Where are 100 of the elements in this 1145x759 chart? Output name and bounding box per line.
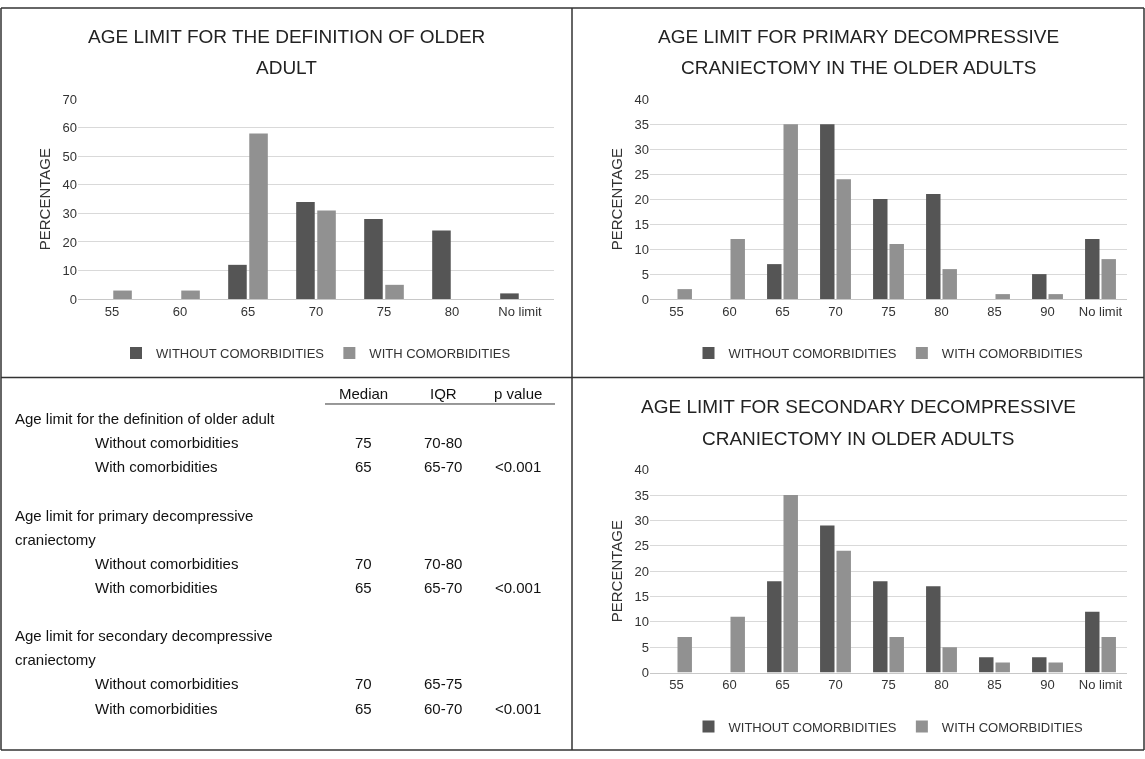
legend-label: WITHOUT COMORBIDITIES: [728, 346, 897, 362]
bar: [1085, 239, 1100, 300]
x-tick-label: 85: [987, 303, 1002, 319]
text: <0.001: [495, 458, 542, 475]
bar: [113, 290, 132, 300]
y-tick-label: 15: [634, 589, 649, 605]
y-tick-label: 25: [634, 166, 649, 182]
x-tick-label: 75: [881, 677, 896, 693]
y-tick-label: 0: [641, 665, 649, 681]
y-tick-label: 10: [634, 241, 649, 257]
legend-label: WITHOUT COMORBIDITIES: [156, 346, 325, 362]
y-tick-label: 60: [62, 120, 77, 136]
y-axis-title: PERCENTAGE: [35, 148, 53, 251]
x-tick-label: 75: [881, 303, 896, 319]
y-tick-label: 40: [634, 462, 649, 478]
y-tick-label: 35: [634, 116, 649, 132]
x-tick-label: 75: [376, 303, 392, 319]
text: <0.001: [495, 579, 542, 596]
category-label: Without comorbidities: [95, 434, 239, 451]
bar: [836, 179, 851, 300]
legend-label: WITH COMORBIDITIES: [369, 346, 511, 362]
x-tick-label: 90: [1040, 303, 1055, 319]
legend-label: WITHOUT COMORBIDITIES: [728, 719, 897, 735]
y-tick-label: 5: [641, 266, 649, 282]
category-label: With comorbidities: [95, 700, 218, 717]
x-tick-label: 55: [104, 303, 120, 319]
y-tick-label: 10: [62, 263, 77, 279]
x-tick-label: 55: [669, 677, 684, 693]
bar: [730, 239, 745, 300]
bar: [228, 264, 247, 300]
x-tick-label: 65: [775, 677, 790, 693]
y-tick-label: 20: [634, 191, 649, 207]
bar: [296, 201, 315, 300]
y-axis-title: PERCENTAGE: [607, 520, 625, 623]
bar: [926, 194, 941, 300]
y-tick-label: 30: [62, 205, 77, 221]
y-tick-label: 10: [634, 614, 649, 630]
x-tick-label: 80: [444, 303, 460, 319]
category-label: Without comorbidities: [95, 675, 239, 692]
y-axis-title: PERCENTAGE: [607, 148, 625, 251]
category-label: Age limit for the definition of older adult: [15, 410, 275, 427]
x-tick-label: 90: [1040, 677, 1055, 693]
text: 65-70: [424, 458, 463, 475]
x-tick-label: 70: [828, 303, 843, 319]
text: 70-80: [424, 555, 463, 572]
bar: [364, 219, 383, 300]
y-tick-label: 20: [62, 234, 77, 250]
x-tick-label: No limit: [1078, 677, 1123, 693]
text: 65-75: [424, 675, 463, 692]
bar: [1048, 294, 1063, 300]
bar: [385, 284, 404, 300]
category-label: 75: [355, 434, 372, 451]
bar: [317, 210, 336, 300]
bar: [181, 290, 200, 300]
text: 60-70: [424, 700, 463, 717]
y-tick-label: 40: [62, 177, 77, 193]
category-label: 70: [355, 555, 372, 572]
bar: [889, 244, 904, 300]
x-tick-label: 65: [775, 303, 790, 319]
y-tick-label: 0: [69, 291, 77, 307]
category-label: IQR: [430, 385, 457, 402]
bar: [995, 294, 1010, 300]
x-tick-label: 65: [240, 303, 256, 319]
x-tick-label: 70: [308, 303, 324, 319]
x-tick-label: 80: [934, 677, 949, 693]
y-tick-label: 0: [641, 291, 649, 307]
legend-label: WITH COMORBIDITIES: [941, 719, 1084, 735]
category-label: Age limit for primary decompressive craniectomy: [15, 507, 254, 548]
y-tick-label: 5: [641, 639, 649, 655]
x-tick-label: No limit: [1078, 303, 1123, 319]
bar: [500, 293, 519, 300]
y-tick-label: 25: [634, 538, 649, 554]
x-tick-label: 80: [934, 303, 949, 319]
bar: [677, 289, 692, 300]
y-tick-label: 20: [634, 563, 649, 579]
category-label: With comorbidities: [95, 458, 218, 475]
bar: [873, 199, 888, 300]
text: 65: [355, 458, 372, 475]
category-label: 65: [355, 700, 372, 717]
category-label: Median: [339, 385, 389, 402]
text: 65: [355, 579, 372, 596]
bar: [820, 124, 835, 300]
bar: [1032, 274, 1047, 300]
x-tick-label: 60: [722, 303, 737, 319]
bar: [432, 230, 451, 300]
text: 65-70: [424, 579, 463, 596]
bar: [1101, 259, 1116, 300]
bar: [249, 133, 268, 300]
y-tick-label: 70: [62, 91, 77, 107]
x-tick-label: 55: [669, 303, 684, 319]
category-label: With comorbidities: [95, 579, 218, 596]
x-tick-label: 70: [828, 677, 843, 693]
bar: [942, 269, 957, 300]
category-label: Without comorbidities: [95, 555, 239, 572]
text: 70-80: [424, 434, 463, 451]
chart-title: AGE LIMIT FOR THE DEFINITION OF OLDER ADULT: [88, 26, 486, 78]
x-tick-label: No limit: [498, 303, 543, 319]
y-tick-label: 35: [634, 487, 649, 503]
y-tick-label: 30: [634, 512, 649, 528]
text: <0.001: [495, 700, 542, 717]
